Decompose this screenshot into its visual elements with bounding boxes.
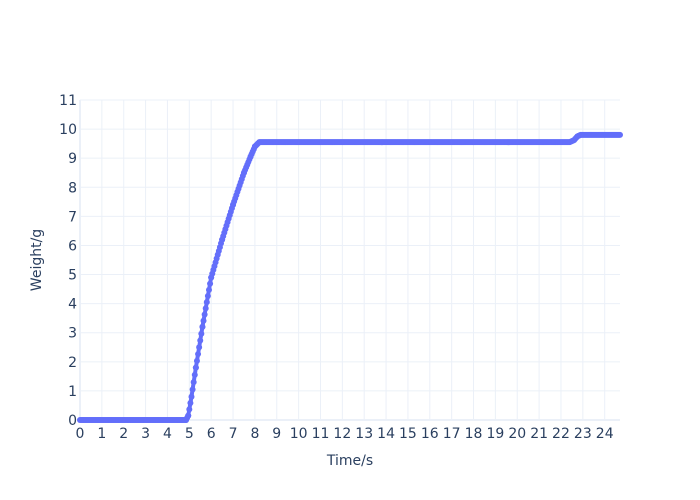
x-tick-label-22: 22 xyxy=(552,426,570,442)
x-tick-label-8: 8 xyxy=(250,426,259,442)
x-tick-label-17: 17 xyxy=(443,426,461,442)
y-tick-label-3: 3 xyxy=(68,326,77,342)
y-tick-label-9: 9 xyxy=(68,151,77,167)
data-point xyxy=(197,337,204,344)
x-tick-label-20: 20 xyxy=(508,426,526,442)
data-point xyxy=(205,286,212,293)
x-tick-label-24: 24 xyxy=(596,426,614,442)
x-tick-label-23: 23 xyxy=(574,426,592,442)
y-tick-label-8: 8 xyxy=(68,180,77,196)
data-point xyxy=(187,400,194,407)
x-tick-label-21: 21 xyxy=(530,426,548,442)
data-point xyxy=(191,371,198,378)
x-tick-label-9: 9 xyxy=(272,426,281,442)
x-tick-label-6: 6 xyxy=(207,426,216,442)
series-layer xyxy=(77,131,623,423)
data-point xyxy=(192,364,199,371)
x-axis-ticks: 0 1 2 3 4 5 6 7 8 9 10 11 12 13 14 15 16 17 18 19 20 21 22 23 24 xyxy=(76,426,614,442)
x-tick-label-2: 2 xyxy=(119,426,128,442)
x-tick-label-13: 13 xyxy=(355,426,373,442)
data-point xyxy=(188,393,195,400)
x-axis-title: Time/s xyxy=(326,453,373,469)
x-tick-label-15: 15 xyxy=(399,426,417,442)
data-point xyxy=(201,311,208,318)
x-tick-label-3: 3 xyxy=(141,426,150,442)
x-tick-label-0: 0 xyxy=(76,426,85,442)
y-tick-label-0: 0 xyxy=(68,413,77,429)
data-point xyxy=(190,379,197,386)
y-axis-ticks: 0 1 2 3 4 5 6 7 8 9 10 11 xyxy=(59,93,77,429)
data-point xyxy=(186,406,193,413)
series-markers-0 xyxy=(77,131,623,423)
data-point xyxy=(185,412,192,419)
data-point xyxy=(202,305,209,312)
data-point xyxy=(207,280,214,287)
x-tick-label-7: 7 xyxy=(229,426,238,442)
data-point xyxy=(189,386,196,393)
y-tick-label-4: 4 xyxy=(68,297,77,313)
data-point xyxy=(199,323,206,330)
data-point xyxy=(617,131,623,138)
y-tick-label-5: 5 xyxy=(68,268,77,284)
x-tick-label-16: 16 xyxy=(421,426,439,442)
x-tick-label-1: 1 xyxy=(97,426,106,442)
x-tick-label-14: 14 xyxy=(377,426,395,442)
data-point xyxy=(195,351,202,358)
x-tick-label-4: 4 xyxy=(163,426,172,442)
data-point xyxy=(198,330,205,337)
x-tick-label-10: 10 xyxy=(290,426,308,442)
y-tick-label-10: 10 xyxy=(59,122,77,138)
data-point xyxy=(203,299,210,306)
data-point xyxy=(196,344,203,351)
x-tick-label-12: 12 xyxy=(333,426,351,442)
data-point xyxy=(204,293,211,299)
x-tick-label-11: 11 xyxy=(312,426,330,442)
x-tick-label-19: 19 xyxy=(486,426,504,442)
y-tick-label-11: 11 xyxy=(59,93,77,109)
gridlines xyxy=(79,99,620,421)
x-tick-label-5: 5 xyxy=(185,426,194,442)
data-point xyxy=(193,357,200,364)
y-tick-label-2: 2 xyxy=(68,355,77,371)
data-point xyxy=(200,317,207,324)
y-axis-title: Weight/g xyxy=(29,229,45,291)
y-tick-label-6: 6 xyxy=(68,238,77,254)
x-tick-label-18: 18 xyxy=(465,426,483,442)
y-tick-label-1: 1 xyxy=(68,384,77,400)
y-tick-label-7: 7 xyxy=(68,209,77,225)
